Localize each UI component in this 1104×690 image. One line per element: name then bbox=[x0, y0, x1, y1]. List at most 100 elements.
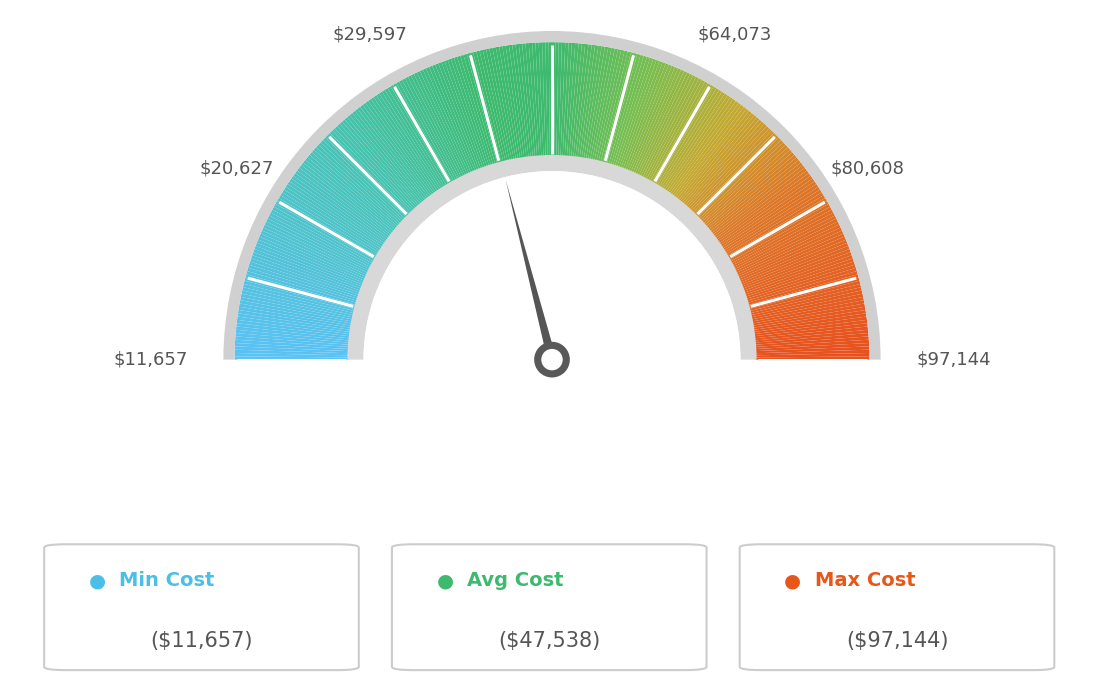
Wedge shape bbox=[688, 124, 767, 210]
Wedge shape bbox=[592, 48, 618, 161]
Wedge shape bbox=[241, 294, 353, 319]
Wedge shape bbox=[238, 306, 351, 328]
Wedge shape bbox=[363, 171, 741, 359]
FancyBboxPatch shape bbox=[392, 544, 707, 670]
Wedge shape bbox=[582, 46, 602, 159]
Wedge shape bbox=[423, 68, 471, 174]
Wedge shape bbox=[668, 99, 736, 194]
Wedge shape bbox=[236, 323, 350, 338]
Wedge shape bbox=[447, 59, 487, 168]
Wedge shape bbox=[274, 204, 375, 262]
Wedge shape bbox=[266, 219, 370, 271]
Polygon shape bbox=[323, 359, 781, 384]
Wedge shape bbox=[275, 201, 375, 260]
Wedge shape bbox=[747, 274, 859, 307]
Wedge shape bbox=[252, 252, 361, 293]
Wedge shape bbox=[691, 128, 772, 213]
Wedge shape bbox=[623, 62, 666, 170]
Wedge shape bbox=[742, 246, 850, 288]
Wedge shape bbox=[731, 210, 834, 266]
Wedge shape bbox=[605, 53, 637, 164]
Text: ($47,538): ($47,538) bbox=[498, 631, 601, 651]
Wedge shape bbox=[496, 47, 518, 159]
Wedge shape bbox=[749, 277, 860, 309]
Wedge shape bbox=[344, 117, 421, 206]
Wedge shape bbox=[269, 213, 372, 267]
Polygon shape bbox=[506, 179, 556, 361]
Wedge shape bbox=[287, 181, 384, 247]
Wedge shape bbox=[382, 90, 445, 188]
Circle shape bbox=[534, 342, 570, 377]
Wedge shape bbox=[643, 75, 697, 179]
Wedge shape bbox=[580, 45, 598, 159]
Wedge shape bbox=[683, 117, 760, 206]
Wedge shape bbox=[393, 83, 453, 184]
Wedge shape bbox=[566, 43, 578, 157]
Text: ($11,657): ($11,657) bbox=[150, 631, 253, 651]
Wedge shape bbox=[309, 152, 399, 228]
Wedge shape bbox=[318, 142, 404, 222]
Wedge shape bbox=[662, 93, 728, 190]
Wedge shape bbox=[335, 126, 414, 211]
Wedge shape bbox=[667, 97, 733, 193]
Wedge shape bbox=[519, 43, 533, 157]
Wedge shape bbox=[735, 221, 839, 273]
Text: Max Cost: Max Cost bbox=[815, 571, 915, 591]
Wedge shape bbox=[241, 297, 352, 322]
Wedge shape bbox=[273, 207, 374, 264]
Wedge shape bbox=[755, 337, 869, 347]
Wedge shape bbox=[286, 184, 383, 249]
FancyBboxPatch shape bbox=[44, 544, 359, 670]
Wedge shape bbox=[236, 320, 350, 336]
Wedge shape bbox=[680, 113, 754, 203]
Wedge shape bbox=[454, 57, 491, 166]
Wedge shape bbox=[414, 72, 466, 177]
Wedge shape bbox=[529, 43, 539, 157]
Wedge shape bbox=[235, 339, 349, 349]
Wedge shape bbox=[620, 61, 662, 169]
Wedge shape bbox=[373, 95, 439, 191]
Wedge shape bbox=[670, 101, 739, 195]
Text: $29,597: $29,597 bbox=[332, 26, 407, 44]
Wedge shape bbox=[457, 56, 493, 166]
Wedge shape bbox=[328, 132, 410, 216]
Wedge shape bbox=[522, 43, 535, 157]
Wedge shape bbox=[591, 48, 615, 160]
Wedge shape bbox=[223, 31, 881, 359]
Wedge shape bbox=[694, 132, 776, 216]
Wedge shape bbox=[718, 176, 813, 244]
Wedge shape bbox=[489, 48, 513, 160]
Text: ●: ● bbox=[88, 571, 106, 591]
Wedge shape bbox=[234, 356, 349, 359]
Wedge shape bbox=[322, 137, 406, 219]
Wedge shape bbox=[509, 45, 527, 158]
Circle shape bbox=[541, 349, 563, 371]
Wedge shape bbox=[755, 339, 869, 349]
Wedge shape bbox=[294, 173, 388, 242]
Wedge shape bbox=[235, 350, 349, 355]
Wedge shape bbox=[687, 121, 764, 208]
Wedge shape bbox=[301, 162, 393, 235]
Wedge shape bbox=[235, 346, 349, 353]
Wedge shape bbox=[405, 77, 459, 179]
Wedge shape bbox=[638, 72, 690, 177]
Wedge shape bbox=[755, 346, 869, 353]
Wedge shape bbox=[384, 88, 447, 187]
Wedge shape bbox=[728, 198, 827, 258]
Wedge shape bbox=[722, 187, 820, 250]
Wedge shape bbox=[754, 326, 868, 340]
Wedge shape bbox=[429, 66, 475, 172]
Wedge shape bbox=[539, 42, 545, 157]
Wedge shape bbox=[348, 155, 756, 359]
Wedge shape bbox=[388, 86, 448, 186]
Wedge shape bbox=[654, 85, 713, 184]
Wedge shape bbox=[235, 330, 350, 343]
Wedge shape bbox=[656, 86, 716, 186]
Wedge shape bbox=[432, 64, 477, 171]
Wedge shape bbox=[342, 119, 420, 207]
Wedge shape bbox=[755, 356, 870, 359]
Wedge shape bbox=[740, 237, 846, 283]
Wedge shape bbox=[360, 105, 431, 197]
Wedge shape bbox=[675, 107, 746, 199]
Wedge shape bbox=[754, 330, 869, 343]
